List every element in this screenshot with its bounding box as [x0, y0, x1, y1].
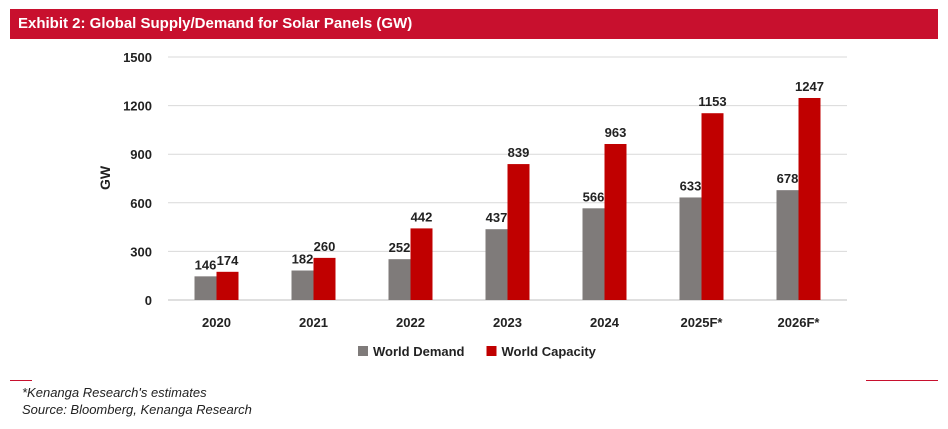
capacity-data-label: 442 — [411, 209, 433, 224]
source-footnote: Source: Bloomberg, Kenanga Research — [22, 402, 252, 417]
capacity-data-label: 963 — [605, 125, 627, 140]
demand-bar — [776, 190, 799, 300]
demand-data-label: 146 — [195, 257, 217, 272]
capacity-data-label: 174 — [217, 253, 239, 268]
estimates-footnote: *Kenanga Research's estimates — [22, 385, 207, 400]
x-tick-label: 2024 — [590, 315, 620, 330]
y-tick-label: 600 — [130, 196, 152, 211]
demand-data-label: 566 — [583, 189, 605, 204]
x-tick-label: 2023 — [493, 315, 522, 330]
demand-data-label: 633 — [680, 178, 702, 193]
y-tick-label: 900 — [130, 147, 152, 162]
y-tick-label: 1500 — [123, 50, 152, 65]
capacity-bar — [798, 97, 821, 301]
capacity-bar — [216, 271, 239, 300]
exhibit-title: Exhibit 2: Global Supply/Demand for Sola… — [10, 9, 938, 39]
x-tick-label: 2026F* — [778, 315, 821, 330]
demand-bar — [291, 270, 314, 300]
x-tick-label: 2020 — [202, 315, 231, 330]
footer-divider-left — [10, 380, 32, 381]
y-axis-label: GW — [97, 165, 113, 190]
capacity-data-label: 839 — [508, 145, 530, 160]
x-tick-label: 2022 — [396, 315, 425, 330]
legend-label-demand: World Demand — [373, 344, 465, 359]
legend-swatch-demand — [358, 346, 368, 356]
y-tick-label: 0 — [145, 293, 152, 308]
footer-divider-right — [866, 380, 938, 381]
x-tick-label: 2021 — [299, 315, 328, 330]
capacity-bar — [410, 228, 433, 300]
y-tick-label: 300 — [130, 244, 152, 259]
demand-bar — [194, 276, 217, 300]
demand-bar — [679, 197, 702, 300]
demand-bar — [388, 259, 411, 300]
demand-data-label: 437 — [486, 210, 508, 225]
capacity-data-label: 1247 — [795, 79, 824, 94]
capacity-data-label: 260 — [314, 239, 336, 254]
x-tick-label: 2025F* — [681, 315, 724, 330]
capacity-bar — [313, 257, 336, 300]
capacity-bar — [507, 164, 530, 300]
demand-data-label: 252 — [389, 240, 411, 255]
capacity-bar — [604, 143, 627, 300]
demand-bar — [582, 208, 605, 300]
demand-data-label: 678 — [777, 171, 799, 186]
capacity-data-label: 1153 — [698, 94, 726, 109]
demand-bar — [485, 229, 508, 300]
demand-data-label: 182 — [292, 252, 314, 267]
legend-swatch-capacity — [486, 346, 497, 356]
capacity-bar — [701, 113, 724, 301]
y-tick-label: 1200 — [123, 99, 152, 114]
legend-label-capacity: World Capacity — [502, 344, 597, 359]
